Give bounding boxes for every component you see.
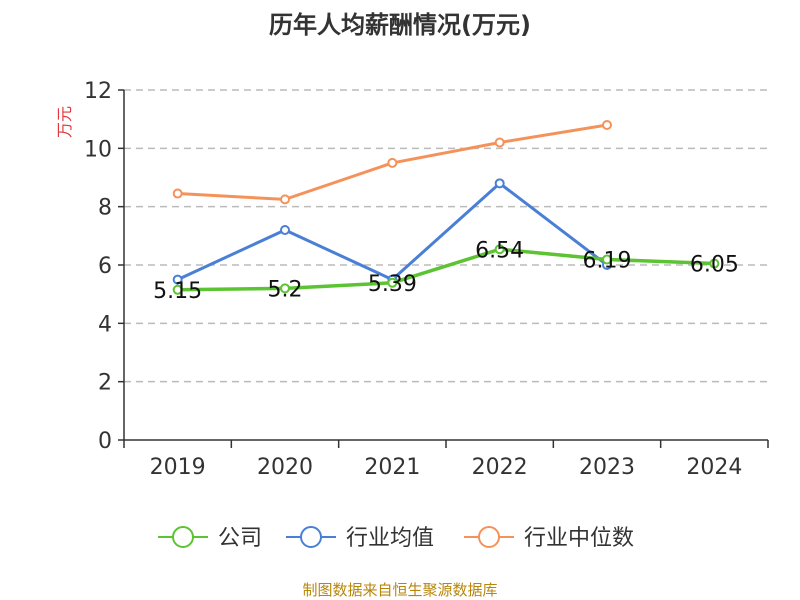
y-tick-label: 8 [98, 196, 112, 221]
legend-swatch-marker [300, 526, 322, 548]
data-point [172, 274, 183, 285]
data-point [387, 157, 398, 168]
data-label: 5.15 [153, 279, 202, 304]
data-point [602, 120, 612, 130]
data-point [494, 137, 505, 148]
legend-swatch-marker [172, 526, 194, 548]
data-point [280, 225, 290, 235]
series-line [177, 247, 715, 292]
x-tick-label: 2019 [150, 455, 206, 480]
legend-label: 行业中位数 [524, 526, 634, 551]
y-tick-label: 0 [98, 429, 112, 454]
data-labels: 5.15 5.2 5.39 6.54 6.19 6.05 [153, 238, 739, 304]
data-point [709, 258, 720, 269]
y-tick-label: 10 [84, 137, 112, 162]
data-point [494, 178, 505, 189]
data-label: 5.39 [368, 272, 417, 297]
data-label: 6.54 [475, 238, 524, 263]
y-axis-label: 万元 [55, 106, 74, 138]
data-point [280, 283, 290, 294]
data-point [172, 284, 183, 295]
x-tick-label: 2020 [257, 455, 313, 480]
y-tick-label: 6 [98, 254, 112, 279]
chart-title: 历年人均薪酬情况(万元) [269, 11, 531, 39]
legend-swatch-marker [478, 526, 500, 548]
legend-label: 行业均值 [346, 526, 434, 551]
y-tick-label: 12 [84, 79, 112, 104]
x-tick-label: 2024 [686, 455, 742, 480]
y-tick-label: 4 [98, 312, 112, 337]
axes: 0 2 4 6 8 10 12 2019 2020 2021 2022 2023 2024 [84, 79, 769, 480]
data-label: 5.2 [268, 277, 303, 302]
legend: 公司 行业均值 行业中位数 [158, 526, 634, 551]
x-tick-label: 2023 [579, 455, 635, 480]
data-label: 6.05 [690, 253, 739, 278]
x-tick-label: 2021 [364, 455, 420, 480]
data-label: 6.19 [583, 248, 632, 273]
legend-label: 公司 [218, 526, 262, 551]
data-point [494, 244, 505, 255]
data-point [280, 194, 290, 205]
data-point [602, 254, 612, 265]
data-point [387, 277, 398, 288]
series-group [172, 120, 720, 295]
data-point [172, 188, 183, 199]
gridlines [124, 89, 768, 383]
source-note: 制图数据来自恒生聚源数据库 [302, 581, 497, 599]
x-tick-label: 2022 [472, 455, 528, 480]
y-tick-label: 2 [98, 371, 112, 396]
